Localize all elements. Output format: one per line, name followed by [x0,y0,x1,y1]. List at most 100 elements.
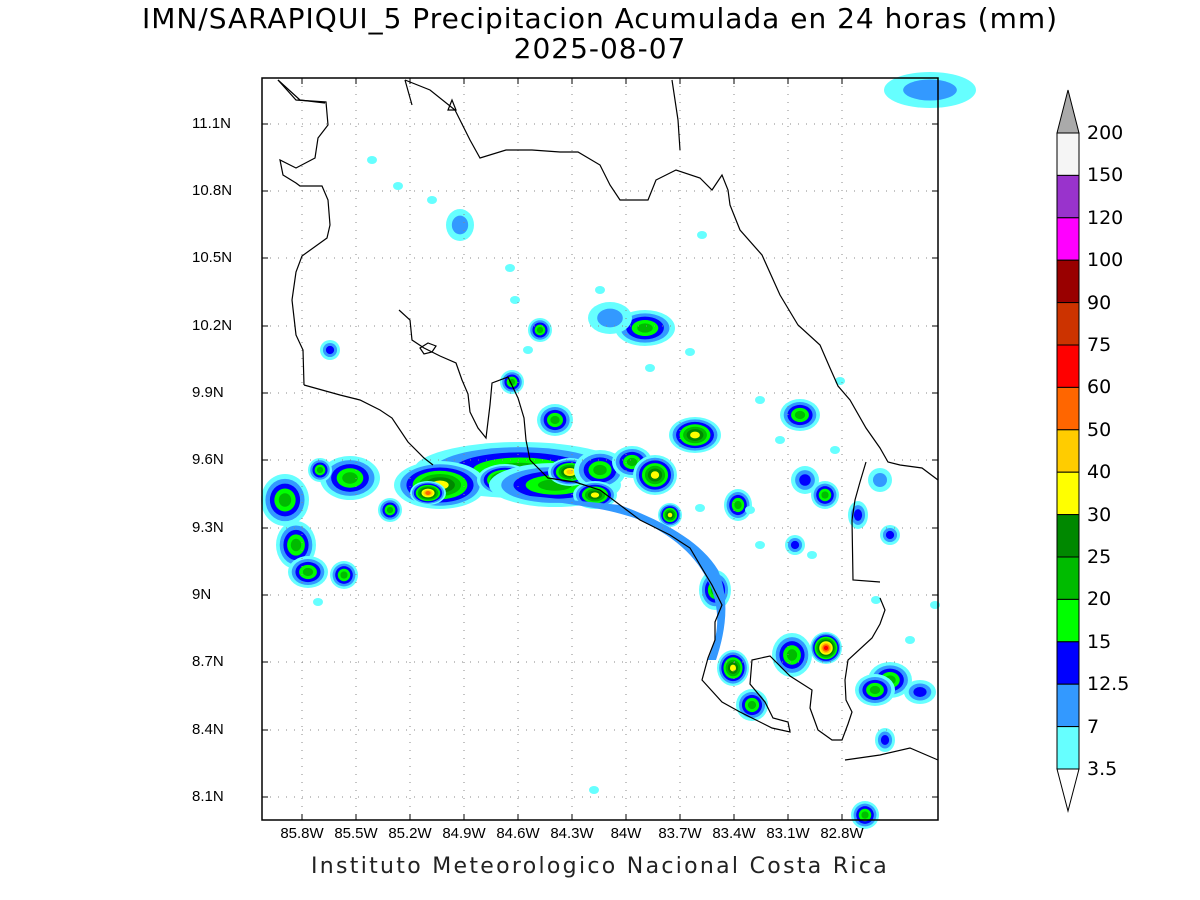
precipitation-field [261,72,976,829]
precip-contour [823,645,829,651]
colorbar-label: 60 [1087,376,1112,399]
panama-border [851,461,881,583]
colorbar-label: 40 [1087,461,1112,484]
precip-speck [313,598,323,606]
lon-label: 84.3W [550,825,594,842]
lon-label: 82.8W [820,825,864,842]
lat-label: 11.1N [192,115,231,132]
colorbar-swatch [1056,471,1080,516]
colorbar-label: 7 [1087,715,1100,738]
precip-contour [593,464,607,476]
precip-contour [821,491,829,499]
precip-speck [427,196,437,204]
colorbar-swatch [1056,386,1080,431]
panama-south [844,747,939,761]
precip-contour [873,473,887,487]
precip-speck [755,541,765,549]
precip-speck [589,786,599,794]
precip-contour [550,415,560,425]
precip-contour [386,506,394,514]
lon-label: 84W [610,825,642,842]
colorbar-swatch [1056,174,1080,219]
lon-label: 83.1W [766,825,810,842]
lon-label: 84.9W [442,825,486,842]
precip-contour [626,457,638,467]
precip-contour [342,472,358,484]
colorbar-label: 12.5 [1087,673,1130,696]
precip-contour [316,466,324,474]
precip-speck [645,364,655,372]
coastline-pacific-nw [303,384,434,466]
precip-speck [905,636,915,644]
precip-contour [885,530,895,540]
lon-label: 85.8W [280,825,324,842]
colorbar-label: 3.5 [1087,758,1118,780]
precip-contour [590,492,600,498]
precip-contour [734,500,742,510]
lon-label: 85.2W [388,825,432,842]
lat-label: 10.8N [192,182,233,199]
precip-contour [790,540,800,550]
colorbar-swatch [1056,598,1080,643]
precip-speck [871,596,881,604]
precip-contour [869,685,881,695]
precip-contour [799,474,811,486]
colorbar-swatch [1056,556,1080,600]
lake-island [419,342,437,355]
colorbar-top-arrow [1056,89,1080,134]
lat-label: 10.2N [192,317,233,334]
precip-contour [903,79,957,101]
colorbar-bottom-arrow [1056,768,1080,813]
precip-contour [729,664,737,672]
precip-speck [775,436,785,444]
colorbar-swatch [1056,302,1080,346]
colorbar-label: 90 [1087,291,1112,314]
precip-contour [278,493,292,507]
map-frame [261,77,939,821]
colorbar-swatch [1056,726,1080,770]
colorbar-label: 75 [1087,334,1112,356]
colorbar-swatch [1056,429,1080,473]
lon-label: 83.7W [658,825,702,842]
precip-speck [695,504,705,512]
colorbar-swatch [1056,217,1080,261]
lat-label: 8.7N [192,653,224,670]
lat-label: 9.6N [192,451,224,468]
precip-contour [747,700,757,710]
coastline-nicaragua-north [277,79,331,386]
colorbar-label: 25 [1087,546,1112,568]
lat-label: 8.4N [192,721,224,738]
colorbar-swatch [1056,641,1080,685]
precip-contour [690,431,700,439]
precip-contour [637,323,653,333]
colorbar-label: 100 [1087,249,1124,272]
colorbar-swatch [1056,259,1080,304]
precip-speck [367,156,377,164]
precip-contour [302,567,314,577]
colorbar-label: 120 [1087,206,1124,229]
precip-speck [830,446,840,454]
colorbar-swatch [1056,132,1080,176]
caribbean-coast [404,79,939,481]
border-nicaragua-east [404,79,413,106]
footer-credit: Instituto Meteorologico Nacional Costa R… [310,854,890,879]
axis-ticks [262,78,938,820]
colorbar-label: 15 [1087,630,1112,653]
precip-speck [505,264,515,272]
precip-speck [697,231,707,239]
precip-speck [523,346,533,354]
border-nicaragua [277,79,326,104]
map-date: 2025-08-07 [513,32,687,65]
colorbar-label: 20 [1087,588,1112,611]
precip-contour [861,811,869,819]
precip-contour [913,687,927,697]
precip-contour [650,471,660,479]
precip-speck [745,506,755,514]
lat-label: 8.1N [192,788,224,805]
map-title: IMN/SARAPIQUI_5 Precipitacion Acumulada … [141,2,1059,35]
precip-contour [451,215,469,235]
precip-contour [536,326,544,334]
precip-contour [425,491,431,495]
precip-contour [794,410,806,420]
